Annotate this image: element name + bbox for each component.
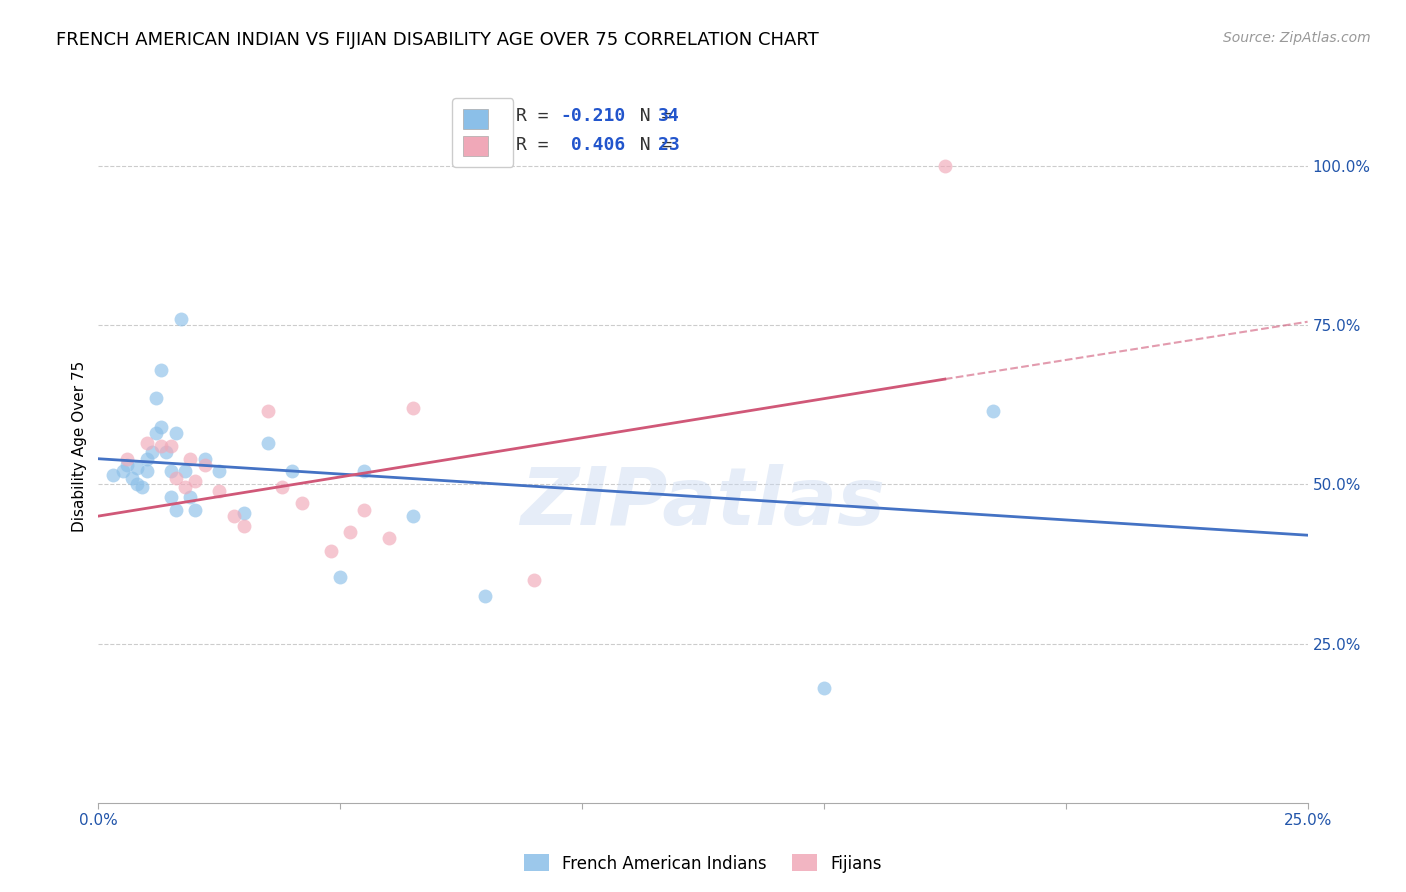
Point [135, 451, 157, 466]
Point [339, 524, 361, 539]
Point [981, 404, 1004, 418]
Point [232, 518, 254, 533]
Point [179, 490, 201, 504]
Point [377, 532, 399, 546]
Point [184, 474, 207, 488]
Point [145, 426, 167, 441]
Y-axis label: Disability Age Over 75: Disability Age Over 75 [72, 360, 87, 532]
Point [165, 502, 187, 516]
Point [135, 435, 157, 450]
Point [117, 458, 139, 472]
Point [150, 439, 173, 453]
Point [256, 404, 278, 418]
Text: Source: ZipAtlas.com: Source: ZipAtlas.com [1223, 31, 1371, 45]
Point [141, 445, 163, 459]
Point [165, 426, 187, 441]
Point [150, 420, 173, 434]
Point [155, 445, 177, 459]
Point [174, 465, 197, 479]
Point [160, 465, 183, 479]
Point [160, 439, 183, 453]
Text: R =: R = [516, 136, 560, 153]
Point [402, 401, 425, 415]
Text: N =: N = [619, 107, 683, 125]
Point [319, 544, 342, 558]
Legend: French American Indians, Fijians: French American Indians, Fijians [517, 847, 889, 880]
Point [222, 509, 245, 524]
Point [135, 465, 157, 479]
Point [353, 465, 375, 479]
Point [208, 483, 231, 498]
Text: 0.406: 0.406 [561, 136, 626, 153]
Point [402, 509, 425, 524]
Text: N =: N = [619, 136, 683, 153]
Point [232, 506, 254, 520]
Legend: , : , [453, 98, 513, 167]
Point [150, 362, 173, 376]
Text: 23: 23 [658, 136, 681, 153]
Point [813, 681, 835, 695]
Point [127, 461, 149, 475]
Point [290, 496, 312, 510]
Point [131, 480, 153, 494]
Point [281, 465, 304, 479]
Point [101, 467, 124, 482]
Point [121, 471, 143, 485]
Point [165, 471, 187, 485]
Point [271, 480, 294, 494]
Point [208, 465, 231, 479]
Point [184, 502, 207, 516]
Text: FRENCH AMERICAN INDIAN VS FIJIAN DISABILITY AGE OVER 75 CORRELATION CHART: FRENCH AMERICAN INDIAN VS FIJIAN DISABIL… [56, 31, 818, 49]
Point [523, 573, 546, 587]
Point [474, 589, 496, 603]
Point [127, 477, 149, 491]
Point [353, 502, 375, 516]
Point [934, 159, 956, 173]
Point [256, 435, 278, 450]
Point [117, 451, 139, 466]
Point [160, 490, 183, 504]
Text: 34: 34 [658, 107, 681, 125]
Text: ZIPatlas: ZIPatlas [520, 464, 886, 542]
Point [169, 311, 191, 326]
Point [194, 458, 217, 472]
Point [194, 451, 217, 466]
Text: R =: R = [516, 107, 560, 125]
Point [174, 480, 197, 494]
Point [329, 569, 352, 583]
Point [145, 391, 167, 405]
Text: -0.210: -0.210 [561, 107, 626, 125]
Point [111, 465, 134, 479]
Point [179, 451, 201, 466]
